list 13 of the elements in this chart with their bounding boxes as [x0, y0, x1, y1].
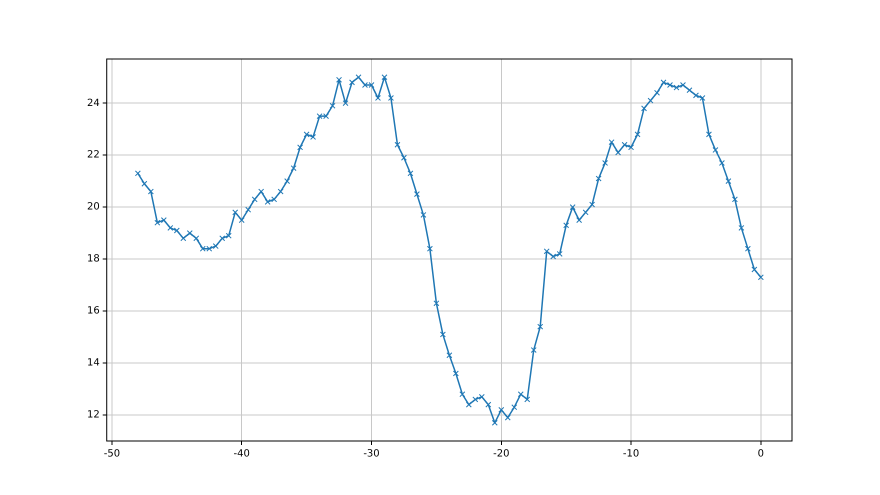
- x-tick-label: -20: [493, 448, 510, 460]
- y-tick-label: 12: [86, 410, 100, 421]
- x-tick-label: -30: [363, 448, 380, 460]
- y-tick-label: 18: [86, 254, 100, 265]
- x-tick-label: -50: [104, 448, 120, 460]
- y-tick-label: 14: [86, 358, 100, 369]
- x-tick-label: -40: [234, 448, 250, 460]
- y-tick-label: 20: [86, 202, 100, 213]
- x-tick-label: -10: [622, 448, 640, 460]
- y-tick-label: 24: [86, 98, 100, 109]
- y-tick-label: 16: [86, 306, 100, 317]
- x-tick-label: 0: [758, 448, 764, 460]
- y-tick-label: 22: [86, 150, 100, 161]
